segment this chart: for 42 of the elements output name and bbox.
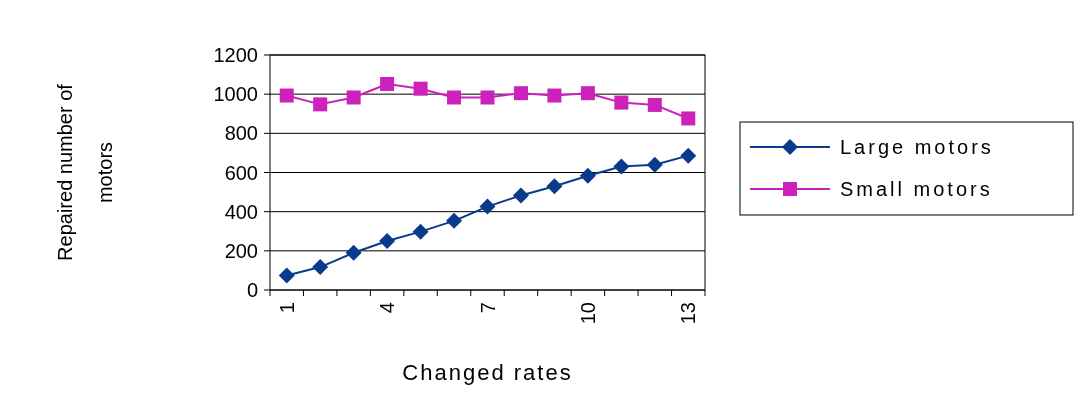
legend-label: Large motors bbox=[840, 136, 994, 158]
point bbox=[278, 267, 295, 284]
point bbox=[646, 156, 663, 173]
point bbox=[379, 233, 396, 250]
y-tick-label: 200 bbox=[224, 239, 258, 262]
point bbox=[546, 178, 563, 195]
y-tick-label: 1200 bbox=[213, 44, 258, 66]
x-tick-label: 4 bbox=[376, 302, 399, 314]
point bbox=[579, 167, 596, 184]
point bbox=[680, 147, 697, 164]
y-tick-label: 400 bbox=[224, 200, 258, 223]
point bbox=[512, 187, 529, 204]
y-tick-label: 600 bbox=[224, 161, 258, 184]
point bbox=[580, 86, 595, 101]
x-tick-label: 10 bbox=[576, 302, 599, 325]
y-tick-label: 0 bbox=[246, 279, 258, 301]
legend-label: Small motors bbox=[840, 178, 993, 200]
x-tick-label: 7 bbox=[476, 302, 499, 314]
point bbox=[547, 88, 562, 103]
y-axis-title: Repaired number of motors bbox=[54, 83, 116, 261]
x-tick-label: 1 bbox=[275, 302, 298, 314]
point bbox=[613, 158, 630, 175]
y-tick-label: 1000 bbox=[213, 83, 258, 106]
point bbox=[380, 76, 395, 91]
point bbox=[413, 81, 428, 96]
point bbox=[647, 97, 662, 112]
point bbox=[447, 90, 462, 105]
point bbox=[480, 90, 495, 105]
point bbox=[614, 95, 629, 110]
point bbox=[446, 212, 463, 229]
point bbox=[479, 198, 496, 215]
point bbox=[346, 90, 361, 105]
point bbox=[513, 86, 528, 101]
y-tick-label: 800 bbox=[224, 122, 258, 145]
point bbox=[312, 259, 329, 276]
x-axis-title: Changed rates bbox=[402, 360, 573, 385]
x-tick-label: 13 bbox=[677, 302, 700, 325]
point bbox=[279, 88, 294, 103]
point bbox=[313, 97, 328, 112]
point bbox=[681, 111, 696, 126]
point bbox=[345, 244, 362, 261]
point bbox=[412, 223, 429, 240]
